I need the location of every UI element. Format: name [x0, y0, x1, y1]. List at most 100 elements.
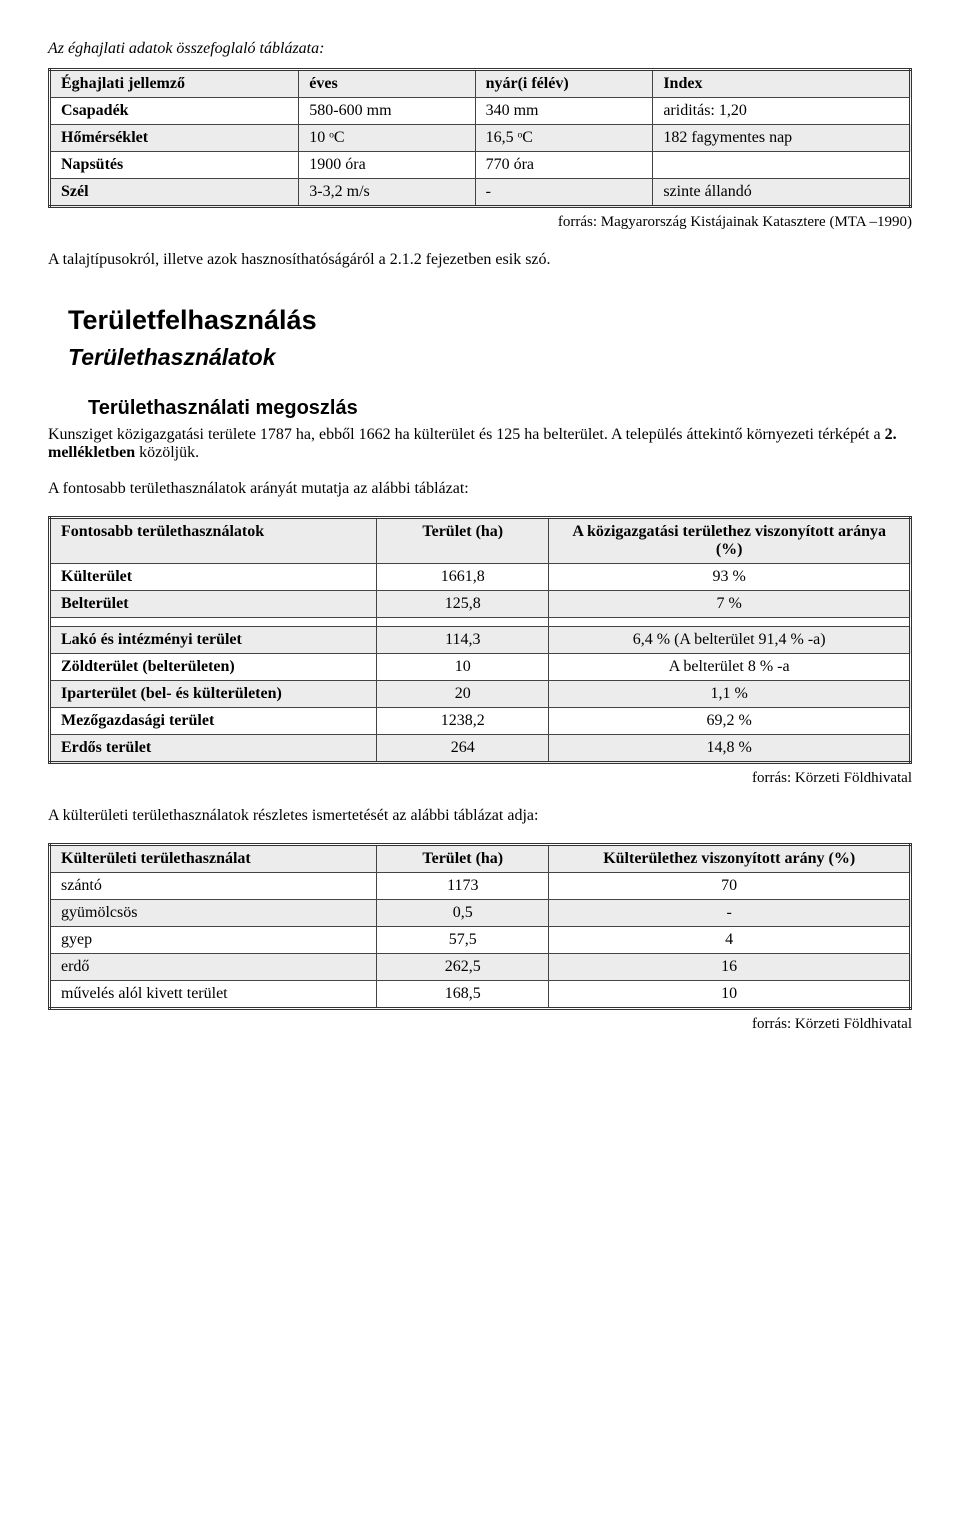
outer-table-header: Külterületi területhasználat Terület (ha…: [50, 845, 911, 873]
cell: 20: [377, 681, 549, 708]
cell: Mezőgazdasági terület: [50, 708, 377, 735]
cell: 70: [549, 873, 911, 900]
paragraph-3: A fontosabb területhasználatok arányát m…: [48, 480, 912, 498]
table-row: Lakó és intézményi terület114,36,4 % (A …: [50, 627, 911, 654]
cell: 7 %: [549, 591, 911, 618]
cell: 4: [549, 927, 911, 954]
cell: [50, 618, 377, 627]
landuse-table-header: Fontosabb területhasználatok Terület (ha…: [50, 518, 911, 564]
table-row: Mezőgazdasági terület1238,269,2 %: [50, 708, 911, 735]
cell: 0,5: [377, 900, 549, 927]
cell: Napsütés: [50, 152, 299, 179]
table-row: Zöldterület (belterületen)10A belterület…: [50, 654, 911, 681]
hdr-col3: Index: [653, 70, 911, 98]
source-1: forrás: Magyarország Kistájainak Kataszt…: [48, 214, 912, 231]
cell: -: [475, 179, 653, 207]
hdr-col0: Éghajlati jellemző: [50, 70, 299, 98]
cell: 16,5 ᵒC: [475, 125, 653, 152]
cell: 168,5: [377, 981, 549, 1009]
cell: [549, 618, 911, 627]
source-2: forrás: Körzeti Földhivatal: [48, 770, 912, 787]
cell: 114,3: [377, 627, 549, 654]
cell: 580-600 mm: [299, 98, 475, 125]
source-3: forrás: Körzeti Földhivatal: [48, 1016, 912, 1033]
cell: [377, 618, 549, 627]
lu-hdr2: A közigazgatási területhez viszonyított …: [549, 518, 911, 564]
cell: [653, 152, 911, 179]
paragraph-2: Kunsziget közigazgatási területe 1787 ha…: [48, 426, 912, 462]
outer-landuse-table: Külterületi területhasználat Terület (ha…: [48, 843, 912, 1010]
para2a: Kunsziget közigazgatási területe 1787 ha…: [48, 426, 885, 443]
cell: Külterület: [50, 564, 377, 591]
table-row: Belterület125,87 %: [50, 591, 911, 618]
cell: 264: [377, 735, 549, 763]
hdr-col1: éves: [299, 70, 475, 98]
cell: ariditás: 1,20: [653, 98, 911, 125]
cell: művelés alól kivett terület: [50, 981, 377, 1009]
cell: szinte állandó: [653, 179, 911, 207]
table-row: Csapadék580-600 mm340 mmariditás: 1,20: [50, 98, 911, 125]
table-row: Iparterület (bel- és külterületen)201,1 …: [50, 681, 911, 708]
cell: Hőmérséklet: [50, 125, 299, 152]
table-row: erdő262,516: [50, 954, 911, 981]
cell: 1,1 %: [549, 681, 911, 708]
table-row: [50, 618, 911, 627]
ot-hdr0: Külterületi területhasználat: [50, 845, 377, 873]
cell: 182 fagymentes nap: [653, 125, 911, 152]
climate-table: Éghajlati jellemző éves nyár(i félév) In…: [48, 68, 912, 208]
heading-2: Területhasználatok: [68, 344, 912, 371]
cell: 3-3,2 m/s: [299, 179, 475, 207]
cell: 57,5: [377, 927, 549, 954]
cell: 10: [549, 981, 911, 1009]
table-row: gyep57,54: [50, 927, 911, 954]
cell: 16: [549, 954, 911, 981]
cell: 10 ᵒC: [299, 125, 475, 152]
cell: gyep: [50, 927, 377, 954]
table-row: szántó117370: [50, 873, 911, 900]
cell: erdő: [50, 954, 377, 981]
table-row: Külterület1661,893 %: [50, 564, 911, 591]
cell: Lakó és intézményi terület: [50, 627, 377, 654]
heading-1: Területfelhasználás: [68, 305, 912, 336]
cell: 93 %: [549, 564, 911, 591]
table-row: gyümölcsös0,5-: [50, 900, 911, 927]
cell: 1900 óra: [299, 152, 475, 179]
cell: A belterület 8 % -a: [549, 654, 911, 681]
hdr-col2: nyár(i félév): [475, 70, 653, 98]
cell: Belterület: [50, 591, 377, 618]
table-row: Hőmérséklet10 ᵒC16,5 ᵒC182 fagymentes na…: [50, 125, 911, 152]
para2c: közöljük.: [135, 444, 199, 461]
table-row: Erdős terület26414,8 %: [50, 735, 911, 763]
cell: Zöldterület (belterületen): [50, 654, 377, 681]
lu-hdr1: Terület (ha): [377, 518, 549, 564]
cell: 6,4 % (A belterület 91,4 % -a): [549, 627, 911, 654]
ot-hdr2: Külterülethez viszonyított arány (%): [549, 845, 911, 873]
cell: 1238,2: [377, 708, 549, 735]
cell: Iparterület (bel- és külterületen): [50, 681, 377, 708]
cell: 1661,8: [377, 564, 549, 591]
cell: -: [549, 900, 911, 927]
table-row: művelés alól kivett terület168,510: [50, 981, 911, 1009]
cell: Szél: [50, 179, 299, 207]
cell: 1173: [377, 873, 549, 900]
lu-hdr0: Fontosabb területhasználatok: [50, 518, 377, 564]
cell: gyümölcsös: [50, 900, 377, 927]
cell: szántó: [50, 873, 377, 900]
heading-3: Területhasználati megoszlás: [88, 397, 912, 420]
landuse-table: Fontosabb területhasználatok Terület (ha…: [48, 516, 912, 764]
cell: 340 mm: [475, 98, 653, 125]
cell: 262,5: [377, 954, 549, 981]
climate-table-header: Éghajlati jellemző éves nyár(i félév) In…: [50, 70, 911, 98]
intro-line: Az éghajlati adatok összefoglaló tábláza…: [48, 40, 912, 58]
cell: 69,2 %: [549, 708, 911, 735]
cell: Erdős terület: [50, 735, 377, 763]
paragraph-4: A külterületi területhasználatok részlet…: [48, 807, 912, 825]
table-row: Napsütés1900 óra770 óra: [50, 152, 911, 179]
ot-hdr1: Terület (ha): [377, 845, 549, 873]
cell: Csapadék: [50, 98, 299, 125]
paragraph-1: A talajtípusokról, illetve azok hasznosí…: [48, 251, 912, 269]
cell: 14,8 %: [549, 735, 911, 763]
cell: 125,8: [377, 591, 549, 618]
cell: 10: [377, 654, 549, 681]
table-row: Szél3-3,2 m/s-szinte állandó: [50, 179, 911, 207]
